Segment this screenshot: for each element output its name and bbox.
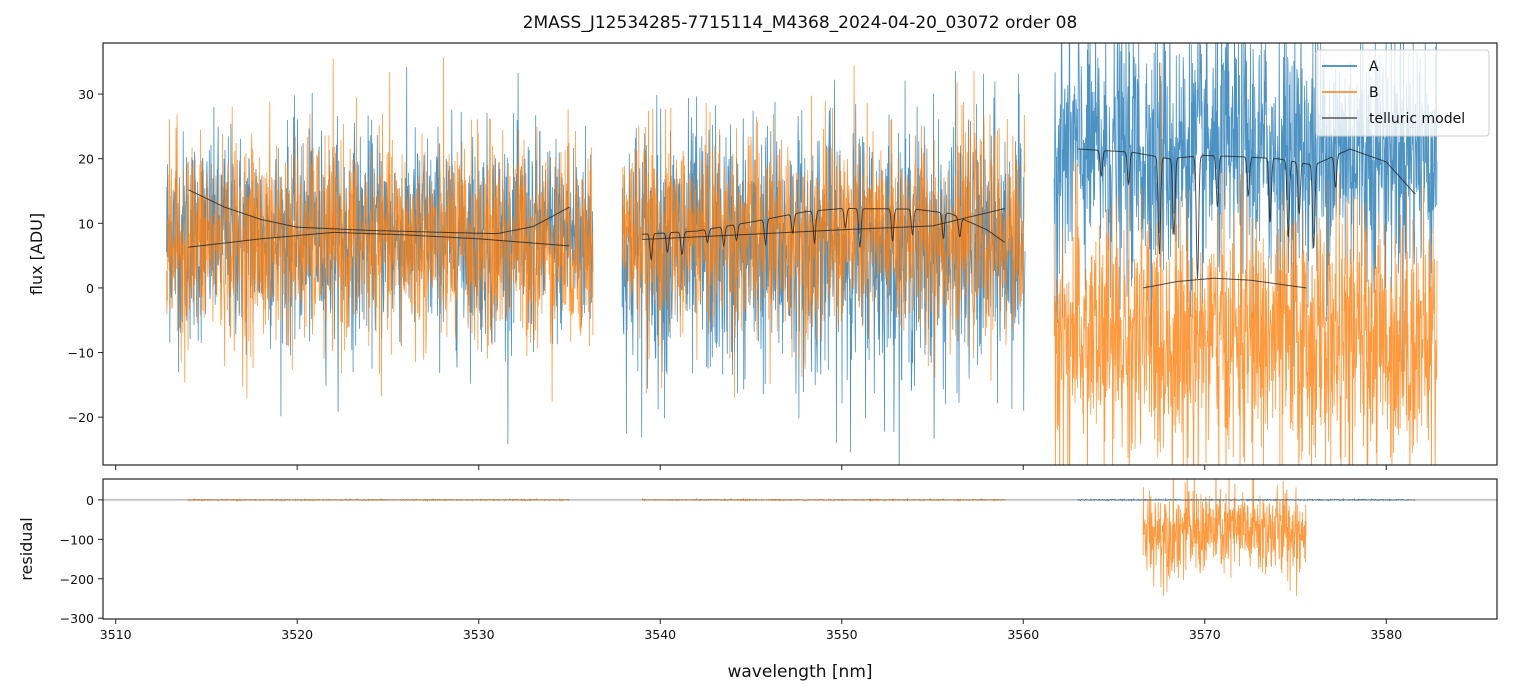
legend-label-b: B [1369, 85, 1379, 101]
series-a-segment-2 [1053, 43, 1438, 371]
y-tick-label: −300 [60, 611, 94, 626]
chart-title: 2MASS_J12534285-7715114_M4368_2024-04-20… [523, 13, 1078, 33]
series-b-segment-0 [166, 57, 594, 402]
y-tick-label: 30 [78, 87, 94, 102]
residual-y-axis-label: residual [17, 517, 36, 580]
y-tick-label: −100 [60, 532, 94, 547]
x-tick-label: 3540 [644, 627, 676, 642]
residual-axis-ticks: 3510 3520 3530 3540 3550 3560 3570 3580 0 −100 −20… [60, 493, 1403, 642]
telluric-model-curve-3 [642, 208, 1005, 240]
y-tick-label: −20 [68, 410, 94, 425]
telluric-model-curve-2 [642, 208, 1006, 261]
series-b-segment-2 [1142, 479, 1307, 597]
y-tick-label: 20 [78, 152, 94, 167]
flux-axes-frame [102, 42, 1498, 466]
legend-label-telluric: telluric model [1369, 111, 1465, 127]
telluric-model-curve-1 [188, 231, 570, 248]
y-tick-label: −200 [60, 572, 94, 587]
telluric-model-curve-5 [1143, 277, 1307, 289]
flux-plot-data [166, 43, 1438, 465]
y-tick-label: −10 [68, 346, 94, 361]
y-tick-label: 0 [86, 493, 94, 508]
residual-plot-data [103, 479, 1497, 597]
y-tick-label: 10 [78, 216, 94, 231]
flux-axis-ticks: 30 20 10 0 −10 −20 [68, 87, 1387, 470]
legend: A B telluric model [1315, 49, 1490, 137]
telluric-model-curve-4 [1077, 148, 1416, 279]
flux-y-axis-label: flux [ADU] [27, 213, 46, 295]
y-tick-label: 0 [86, 281, 94, 296]
x-tick-label: 3520 [281, 627, 313, 642]
x-tick-label: 3550 [826, 627, 858, 642]
x-axis-label: wavelength [nm] [727, 662, 872, 682]
x-tick-label: 3530 [463, 627, 495, 642]
series-b-segment-1 [621, 65, 1026, 398]
x-tick-label: 3510 [100, 627, 132, 642]
telluric-model-curve-0 [188, 189, 570, 235]
legend-box [1315, 49, 1490, 137]
series-b-segment-2 [1053, 62, 1438, 465]
legend-label-a: A [1369, 59, 1379, 75]
residual-axes-frame [102, 478, 1498, 620]
x-tick-label: 3560 [1007, 627, 1039, 642]
x-tick-label: 3570 [1189, 627, 1221, 642]
x-tick-label: 3580 [1370, 627, 1402, 642]
